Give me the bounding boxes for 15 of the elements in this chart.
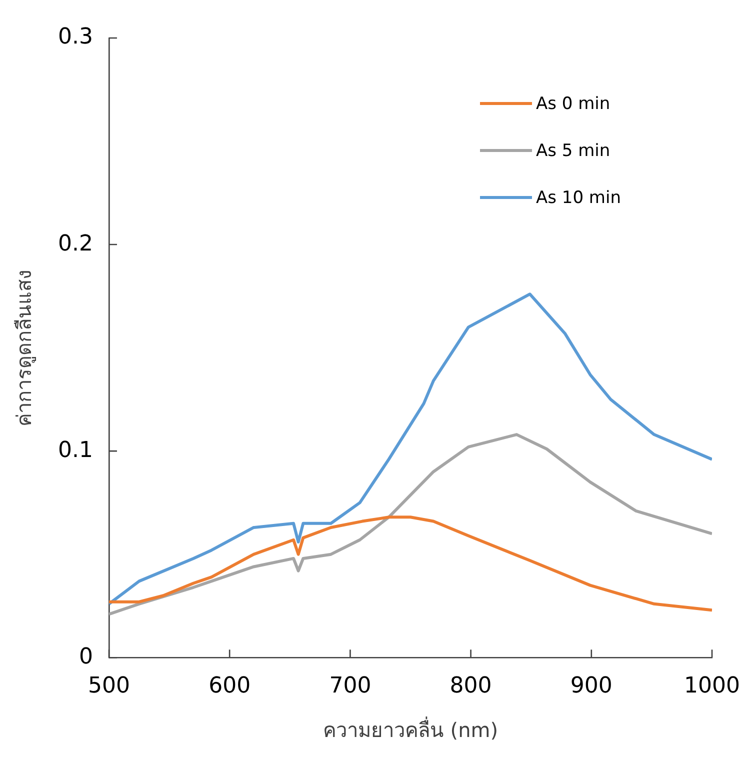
x-tick-label: 500 [88, 674, 130, 699]
y-tick-label: 0.2 [58, 231, 93, 256]
y-tick-label: 0.3 [58, 24, 93, 50]
legend-label: As 0 min [536, 94, 610, 114]
x-tick-label: 700 [329, 674, 372, 699]
x-tick-label: 900 [570, 674, 612, 699]
y-tick-label: 0.1 [58, 438, 93, 463]
x-tick-label: 800 [450, 674, 492, 699]
legend-label: As 10 min [536, 188, 621, 208]
y-tick-label: 0 [78, 644, 93, 670]
x-tick-label: 1000 [684, 674, 740, 699]
y-axis-title: ค่าการดูดกลืนแสง [12, 269, 38, 426]
legend-label: As 5 min [536, 140, 610, 160]
x-axis-title: ความยาวคลื่น (nm) [322, 716, 498, 742]
x-tick-label: 600 [208, 674, 251, 699]
